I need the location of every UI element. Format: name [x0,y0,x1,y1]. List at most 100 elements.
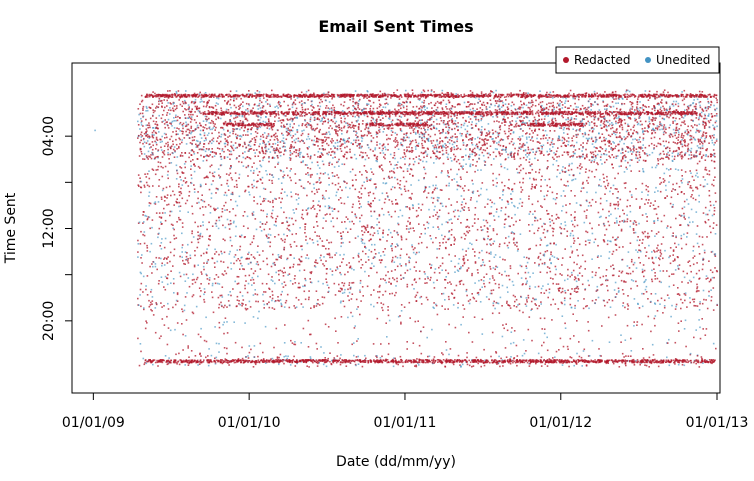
data-point [253,185,255,187]
data-point [306,242,309,245]
data-point [222,224,224,227]
data-point [376,158,378,161]
data-point [407,220,409,223]
data-point [141,262,143,264]
data-point [262,209,265,212]
data-point [286,258,288,261]
data-point [441,140,444,143]
data-point [513,142,515,145]
data-point [441,205,444,207]
data-point [367,127,370,130]
data-point [328,120,330,122]
data-point [248,300,251,303]
data-point [373,289,375,291]
data-point [423,271,426,273]
data-point [326,284,329,286]
data-point [405,134,408,136]
data-point [472,148,474,151]
data-point [445,152,448,154]
data-point [175,164,178,167]
data-point [313,116,316,119]
data-point [176,105,178,107]
data-point [462,208,464,211]
data-point [295,107,298,110]
data-point [408,217,411,219]
data-point [179,155,182,157]
data-point [357,338,359,340]
data-point [337,210,340,213]
data-point [237,105,240,108]
data-point [327,207,330,210]
data-point [330,140,332,142]
data-point [427,126,429,129]
data-point [405,89,407,92]
data-point [169,138,171,141]
data-point [318,200,320,203]
data-point [151,226,153,229]
data-point [236,249,239,251]
data-point [395,164,398,166]
data-point [468,116,470,118]
data-point [432,362,434,365]
data-point [448,120,451,122]
data-point [305,123,307,126]
data-point [513,233,516,235]
data-point [385,134,388,136]
data-point [297,154,300,157]
data-point [356,308,358,310]
data-point [418,158,420,160]
data-point [277,102,280,104]
data-point [231,147,234,150]
data-point [402,106,405,109]
data-point [161,264,163,267]
data-point [233,97,235,100]
data-point [333,109,335,112]
data-point [468,156,470,158]
data-point [462,139,464,141]
data-point [150,242,153,245]
data-point [361,242,364,244]
data-point [343,126,345,129]
data-point [328,177,330,179]
data-point [247,355,249,357]
data-point [164,165,167,168]
data-point [332,361,335,364]
data-point [357,128,360,131]
data-point [393,154,396,157]
data-point [138,185,140,187]
data-point [354,174,357,176]
data-point [399,102,402,105]
data-point [388,228,390,231]
data-point [245,166,248,169]
data-point [145,124,148,127]
data-point [423,90,426,93]
data-point [339,147,342,150]
data-point [378,147,381,149]
data-point [152,109,154,111]
data-point [412,248,415,251]
data-point [327,248,330,250]
data-point [453,296,456,299]
data-point [453,236,455,239]
data-point [462,316,464,318]
data-point [164,196,166,198]
data-point [188,132,191,134]
data-point [422,105,425,108]
data-point [415,364,417,367]
data-point [139,141,141,144]
data-point [170,135,173,138]
data-point [157,106,160,108]
data-point [397,148,400,150]
data-point [151,310,153,312]
data-point [164,355,167,357]
data-point [486,147,488,149]
data-point [503,327,505,330]
data-point [179,97,181,99]
data-point [255,186,258,189]
data-point [137,137,139,139]
data-point [215,222,217,225]
data-point [471,272,473,275]
data-point [450,108,453,110]
data-point [335,130,337,133]
data-point [423,136,426,139]
